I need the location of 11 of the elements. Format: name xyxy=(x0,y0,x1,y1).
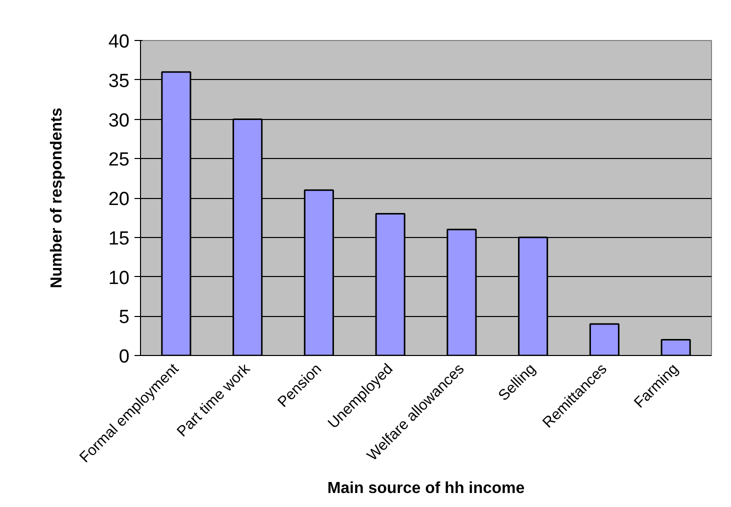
y-tick-label: 40 xyxy=(108,32,130,52)
y-tick-label: 0 xyxy=(118,346,130,368)
y-tick-label: 20 xyxy=(108,189,130,210)
y-tick-label: 10 xyxy=(108,268,130,289)
y-tick-label: 25 xyxy=(108,150,130,171)
y-tick-label: 5 xyxy=(118,307,130,328)
x-axis-title: Main source of hh income xyxy=(327,480,525,498)
y-tick-label: 35 xyxy=(108,70,130,92)
y-tick-label: 30 xyxy=(108,110,130,132)
y-tick-label: 15 xyxy=(108,228,130,250)
y-axis-title: Number of respondents xyxy=(48,108,66,288)
